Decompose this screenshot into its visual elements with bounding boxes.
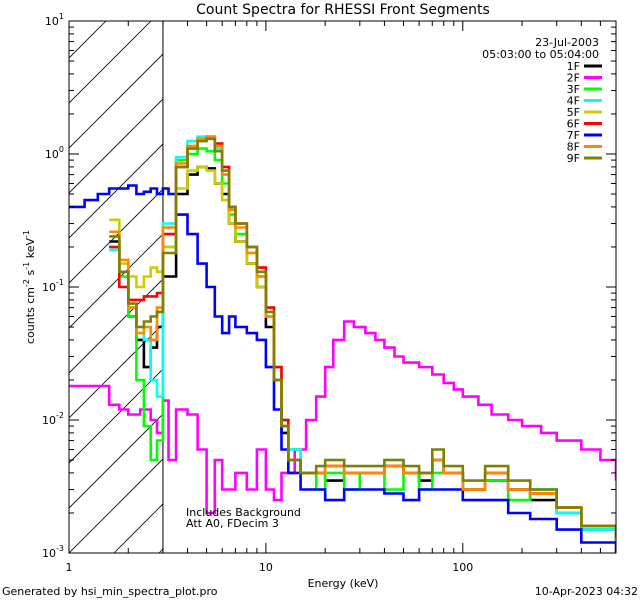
chart-title: Count Spectra for RHESSI Front Segments — [196, 2, 490, 18]
legend-label-2F: 2F — [567, 72, 580, 85]
y-tick-label: 10-2 — [42, 411, 64, 427]
x-tick-labels: 1 10 100 — [66, 561, 474, 574]
note-attenuator: Att A0, FDecim 3 — [186, 517, 279, 530]
legend-label-5F: 5F — [567, 106, 580, 119]
plot-area — [69, 21, 616, 553]
series-group — [69, 135, 616, 553]
hatch-line — [69, 53, 163, 149]
x-tick-label: 100 — [452, 561, 473, 574]
axis-ticks — [68, 21, 617, 554]
series-8F-line — [109, 135, 616, 538]
y-tick-label: 10-3 — [42, 544, 64, 560]
time-range-label: 05:03:00 to 05:04:00 — [482, 48, 599, 61]
legend-label-4F: 4F — [567, 95, 580, 108]
hatch-line — [69, 413, 163, 509]
y-tick-labels: 10-3 10-2 10-1 100 101 — [42, 12, 64, 560]
series-9F-line — [109, 137, 616, 538]
y-tick-label: 10-1 — [42, 278, 64, 294]
x-axis-label: Energy (keV) — [308, 577, 379, 590]
hatch-line — [69, 233, 163, 329]
legend-label-3F: 3F — [567, 83, 580, 96]
y-axis-label: counts cm-2 s-1 keV-1 — [22, 230, 37, 344]
x-tick-label: 10 — [259, 561, 273, 574]
hatch-line — [69, 278, 163, 374]
series-7F-line — [69, 184, 616, 553]
hatch-line — [69, 98, 163, 194]
date-label: 23-Jul-2003 — [535, 36, 599, 49]
x-tick-label: 1 — [66, 561, 73, 574]
footer-generated-by: Generated by hsi_min_spectra_plot.pro — [2, 585, 218, 598]
footer-timestamp: 10-Apr-2023 04:32 — [535, 585, 638, 598]
note-background: Includes Background — [186, 506, 301, 519]
hatch-line — [69, 458, 163, 553]
excluded-region-hatch — [69, 21, 163, 553]
series-2F-line — [69, 320, 616, 515]
legend-label-8F: 8F — [567, 141, 580, 154]
y-tick-label: 100 — [45, 145, 64, 161]
legend-label-9F: 9F — [567, 152, 580, 165]
legend-label-6F: 6F — [567, 118, 580, 131]
y-tick-label: 101 — [45, 12, 64, 28]
legend-label-1F: 1F — [567, 60, 580, 73]
legend-label-7F: 7F — [567, 129, 580, 142]
